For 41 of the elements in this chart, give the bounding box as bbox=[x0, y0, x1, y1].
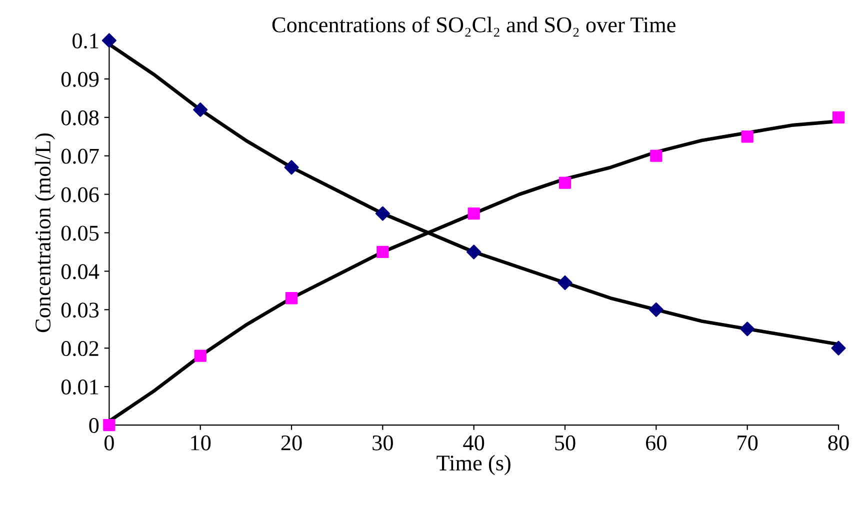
point bbox=[832, 111, 845, 124]
point bbox=[466, 244, 482, 260]
point bbox=[103, 418, 116, 432]
point bbox=[194, 350, 206, 362]
x-tick-label: 40 bbox=[463, 435, 484, 450]
x-tick-label: 0 bbox=[104, 435, 114, 450]
point bbox=[558, 275, 572, 290]
y-tick-label: 0 bbox=[89, 418, 99, 433]
y-tick-label: 0.1 bbox=[72, 33, 98, 49]
point bbox=[648, 302, 664, 317]
x-axis-title: Time (s) bbox=[436, 454, 510, 476]
chart-title: Concentrations of SO₂Cl₂ and SO₂ over Time bbox=[272, 16, 676, 37]
x-tick-label: 80 bbox=[828, 435, 849, 450]
x-tick-label: 30 bbox=[372, 435, 393, 450]
y-tick-label: 0.07 bbox=[61, 148, 99, 164]
x-tick-label: 50 bbox=[555, 435, 576, 450]
y-tick-label: 0.02 bbox=[61, 341, 98, 356]
point bbox=[740, 322, 755, 336]
point bbox=[285, 292, 298, 304]
point bbox=[193, 102, 208, 117]
x-tick-label: 10 bbox=[191, 435, 211, 450]
y-tick-label: 0.05 bbox=[61, 226, 99, 241]
x-tick-label: 70 bbox=[738, 435, 758, 450]
point bbox=[284, 160, 299, 175]
point bbox=[102, 33, 116, 48]
y-tick-label: 0.01 bbox=[61, 380, 98, 395]
y-axis-title: Concentration (mol/L) bbox=[34, 133, 56, 332]
y-tick-label: 0.04 bbox=[61, 264, 100, 280]
x-tick-label: 20 bbox=[281, 435, 302, 450]
point bbox=[375, 206, 390, 221]
point bbox=[831, 340, 846, 356]
y-tick-label: 0.03 bbox=[61, 302, 99, 318]
x-tick-label: 60 bbox=[646, 435, 666, 450]
point bbox=[468, 207, 480, 220]
y-tick-label: 0.06 bbox=[61, 187, 99, 202]
point bbox=[650, 150, 662, 162]
point bbox=[741, 130, 754, 143]
y-tick-label: 0.08 bbox=[61, 110, 99, 126]
point bbox=[376, 246, 389, 258]
y-tick-label: 0.09 bbox=[61, 72, 99, 87]
point bbox=[558, 176, 572, 189]
